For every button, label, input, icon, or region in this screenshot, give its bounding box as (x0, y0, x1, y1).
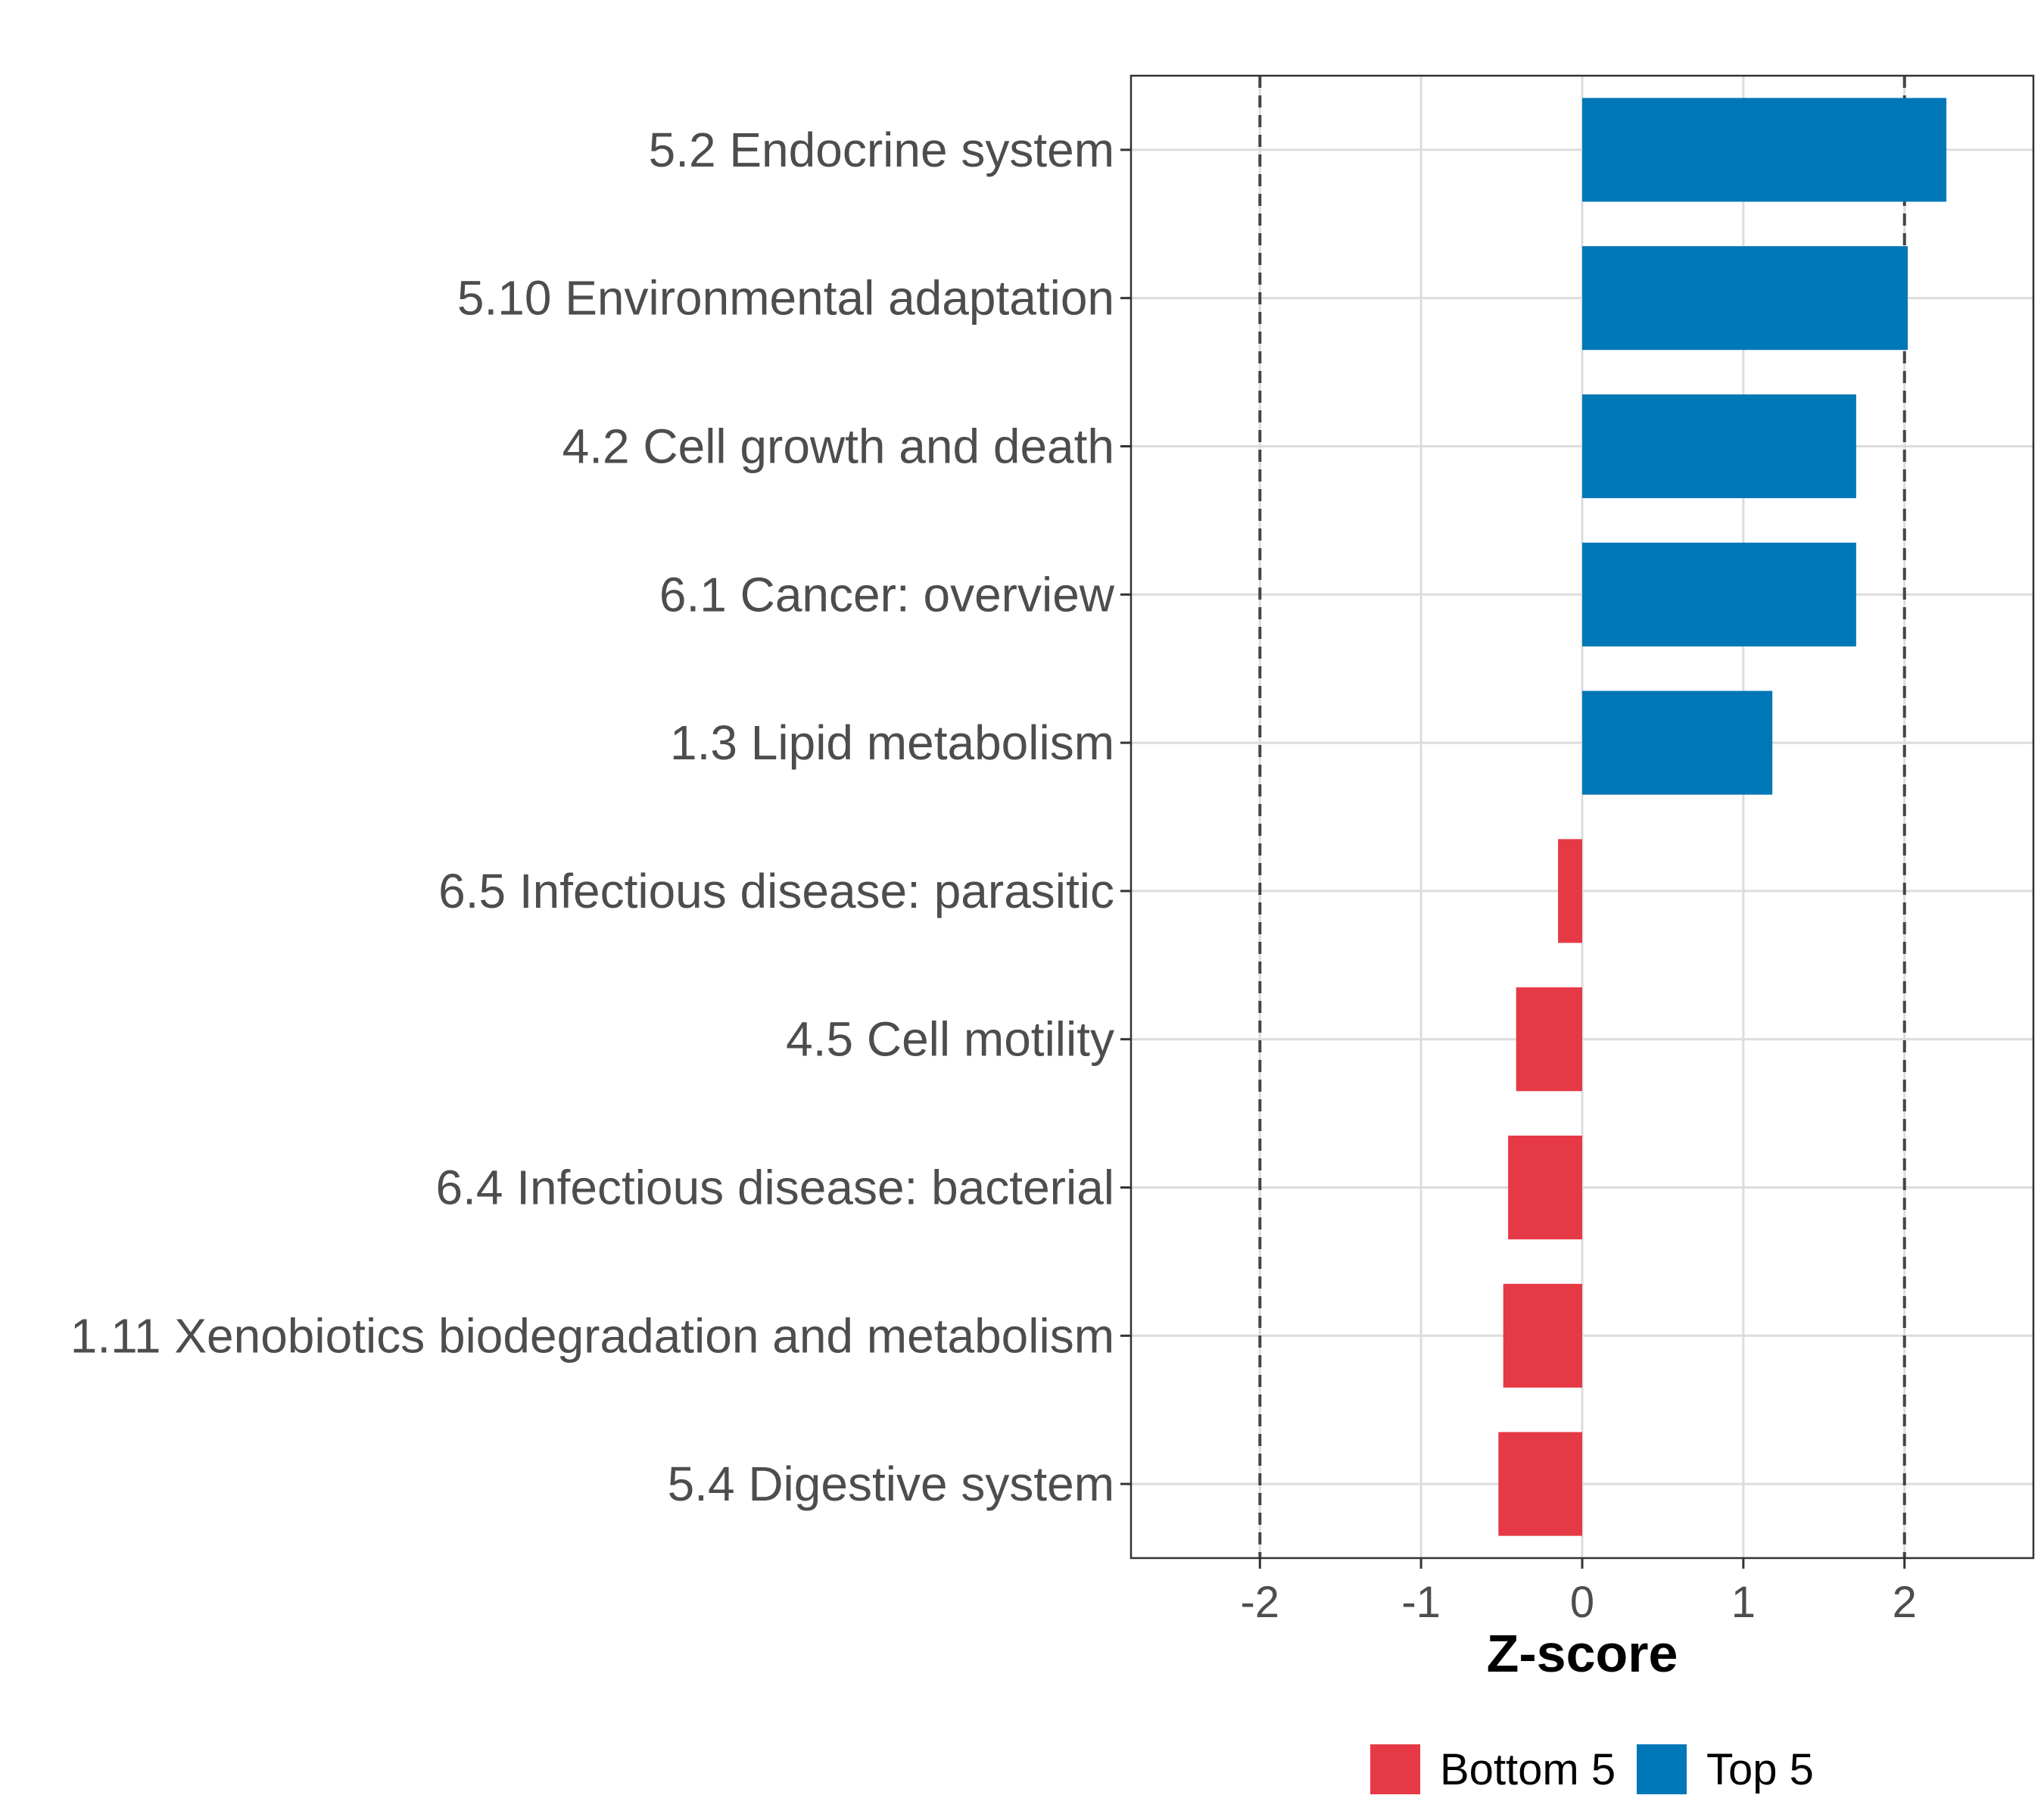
x-tick-label: 2 (1893, 1578, 1917, 1627)
bar (1498, 1432, 1582, 1536)
bar (1582, 542, 1856, 647)
bar (1582, 690, 1773, 795)
bar (1582, 98, 1947, 202)
y-tick-label: 6.4 Infectious disease: bacterial (435, 1161, 1114, 1215)
y-tick-label: 1.11 Xenobiotics biodegradation and meta… (70, 1308, 1114, 1363)
bar (1582, 246, 1908, 351)
legend: Bottom 5 Top 5 (1370, 1744, 1814, 1794)
bar (1503, 1283, 1582, 1388)
y-tick-label: 1.3 Lipid metabolism (670, 715, 1114, 770)
legend-label: Top 5 (1706, 1745, 1814, 1794)
x-tick-label: 0 (1570, 1578, 1594, 1627)
y-tick-label: 6.1 Cancer: overview (659, 567, 1115, 622)
bar (1508, 1135, 1582, 1240)
x-tick-label: 1 (1731, 1578, 1756, 1627)
y-tick-label: 4.5 Cell motility (786, 1012, 1114, 1067)
y-tick-label: 4.2 Cell growth and death (562, 419, 1114, 474)
y-tick-label: 6.5 Infectious disease: parasitic (438, 864, 1114, 918)
y-axis: 5.2 Endocrine system 5.10 Environmental a… (70, 123, 1131, 1511)
x-axis-title: Z-score (1487, 1624, 1678, 1683)
bar (1582, 394, 1856, 499)
y-tick-label: 5.10 Environmental adaptation (457, 271, 1114, 326)
bar (1516, 987, 1582, 1092)
y-tick-label: 5.2 Endocrine system (649, 123, 1114, 177)
legend-swatch (1370, 1744, 1420, 1794)
legend-swatch (1637, 1744, 1687, 1794)
legend-label: Bottom 5 (1440, 1745, 1616, 1794)
x-axis: -2 -1 0 1 2 (1240, 1558, 1917, 1627)
x-tick-label: -1 (1401, 1578, 1441, 1627)
bar (1558, 839, 1582, 943)
y-tick-label: 5.4 Digestive system (668, 1457, 1114, 1511)
bars (1498, 98, 1947, 1536)
x-tick-label: -2 (1240, 1578, 1279, 1627)
